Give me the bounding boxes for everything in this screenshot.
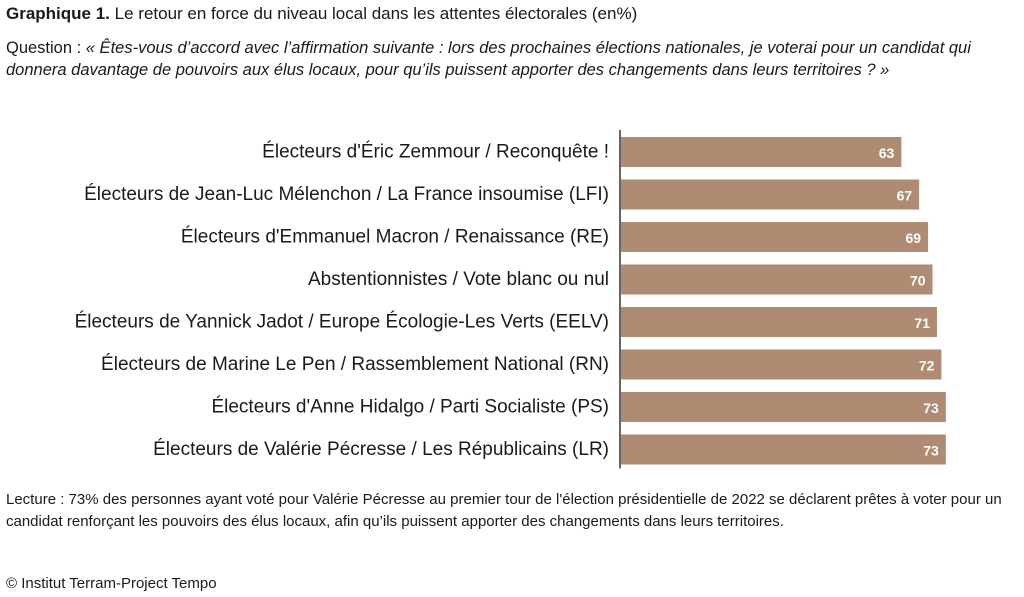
- category-label: Électeurs d'Emmanuel Macron / Renaissanc…: [181, 227, 609, 248]
- category-labels: Électeurs d'Éric Zemmour / Reconquête ! É…: [75, 142, 609, 461]
- bar: [621, 392, 946, 422]
- category-label: Électeurs d'Éric Zemmour / Reconquête !: [262, 142, 609, 163]
- chart-title-lead: Graphique 1.: [6, 4, 110, 23]
- bar-chart: Électeurs d'Éric Zemmour / Reconquête ! É…: [75, 130, 946, 469]
- category-label: Électeurs de Marine Le Pen / Rassembleme…: [101, 354, 609, 375]
- category-label: Abstentionnistes / Vote blanc ou nul: [308, 269, 609, 290]
- bar: [621, 222, 929, 252]
- category-label: Électeurs de Yannick Jadot / Europe Écol…: [75, 312, 609, 333]
- bar-value-label: 71: [914, 315, 930, 331]
- bar: [621, 264, 933, 295]
- chart-title-text: Le retour en force du niveau local dans …: [109, 4, 638, 23]
- bar: [621, 307, 937, 337]
- bar-value-label: 72: [919, 358, 935, 374]
- reading-note: Lecture : 73% des personnes ayant voté p…: [6, 491, 1002, 530]
- chart-title: Graphique 1. Le retour en force du nivea…: [6, 4, 637, 24]
- bar-value-label: 73: [923, 400, 939, 416]
- value-labels: 63 67 69 70 71 72 73 73: [879, 145, 939, 459]
- bar-value-label: 63: [879, 145, 895, 161]
- bar-value-label: 73: [923, 443, 939, 459]
- category-label: Électeurs de Jean-Luc Mélenchon / La Fra…: [84, 184, 609, 205]
- bars: [621, 137, 946, 465]
- bar: [621, 349, 942, 380]
- bar-value-label: 70: [910, 273, 926, 289]
- category-label: Électeurs de Valérie Pécresse / Les Répu…: [153, 439, 609, 460]
- bar: [621, 137, 902, 167]
- category-label: Électeurs d'Anne Hidalgo / Parti Sociali…: [211, 397, 609, 418]
- question-lead: Question :: [6, 39, 86, 57]
- question-text: « Êtes-vous d’accord avec l’affirmation …: [6, 39, 971, 79]
- bar: [621, 179, 920, 210]
- bar: [621, 434, 946, 465]
- bar-value-label: 67: [897, 188, 913, 204]
- source-credit: © Institut Terram-Project Tempo: [6, 575, 217, 592]
- chart-question: Question : « Êtes-vous d’accord avec l’a…: [6, 37, 1011, 81]
- bar-value-label: 69: [905, 230, 921, 246]
